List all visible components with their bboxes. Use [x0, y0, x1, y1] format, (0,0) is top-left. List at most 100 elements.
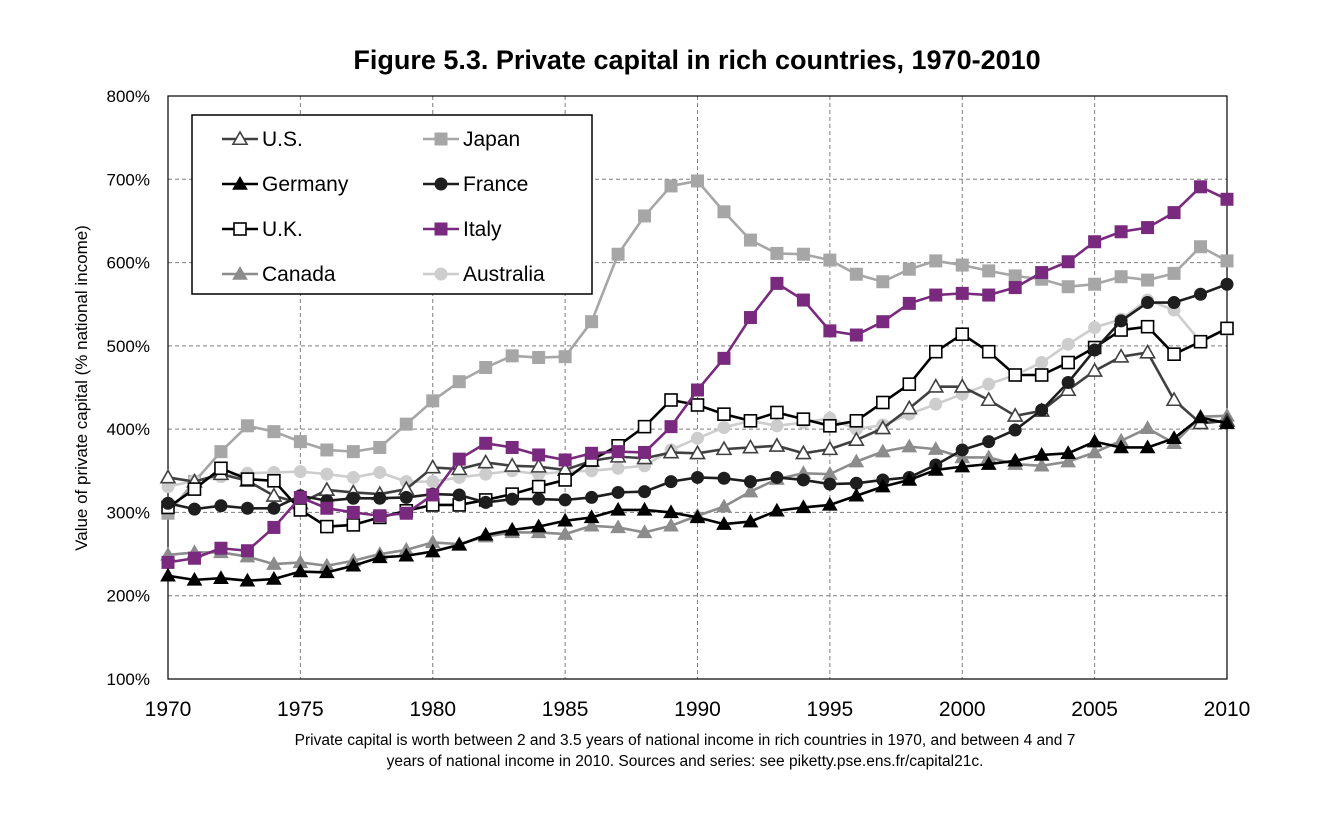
legend-label: Australia [463, 263, 545, 286]
data-point-france [585, 490, 599, 504]
data-point-france [638, 485, 652, 499]
data-point-japan [452, 375, 466, 389]
legend-marker [434, 177, 448, 191]
data-point-u-k [664, 393, 678, 407]
data-point-u-s [159, 468, 177, 484]
data-point-france [267, 501, 281, 515]
data-point-u-k [796, 412, 811, 426]
data-point-france [479, 495, 493, 509]
data-point-u-s [795, 444, 812, 460]
data-point-italy [505, 440, 519, 454]
data-point-italy [955, 286, 969, 300]
data-point-japan [611, 247, 625, 261]
data-point-u-s [689, 444, 706, 460]
data-point-u-s [1139, 343, 1156, 359]
data-point-italy [373, 509, 387, 523]
data-point-u-s [477, 453, 495, 469]
data-point-u-s [1059, 381, 1077, 397]
data-point-france [743, 475, 757, 489]
data-point-australia [320, 467, 334, 481]
data-point-italy [426, 488, 440, 502]
series-u-k [161, 319, 1234, 534]
data-point-japan [902, 262, 916, 276]
data-point-u-k [267, 473, 281, 488]
data-point-japan [1088, 277, 1102, 291]
data-point-germany [266, 571, 282, 585]
data-point-france [664, 475, 678, 489]
data-point-germany [1033, 446, 1050, 461]
data-point-france [1194, 287, 1208, 301]
series-u-s [159, 343, 1236, 510]
data-point-italy [267, 520, 281, 534]
data-point-australia [611, 461, 625, 475]
data-point-germany [689, 509, 706, 524]
legend-item-u-s: U.S. [222, 128, 303, 151]
data-point-italy [161, 555, 175, 569]
data-point-japan [638, 209, 652, 223]
data-point-japan [240, 419, 254, 433]
data-point-japan [1061, 280, 1075, 294]
data-point-germany [1192, 409, 1209, 424]
data-point-france [505, 492, 519, 506]
legend-marker [231, 130, 249, 146]
data-point-u-s [768, 437, 786, 452]
legend-label: France [463, 173, 528, 196]
data-point-u-k [770, 405, 784, 420]
data-point-japan [373, 440, 387, 454]
data-point-u-s [318, 481, 336, 496]
data-point-u-k [849, 414, 864, 428]
series-italy [161, 180, 1234, 569]
data-point-u-k [1140, 319, 1155, 334]
data-point-italy [1194, 180, 1208, 194]
data-point-japan [1141, 273, 1155, 287]
data-point-canada [266, 556, 282, 570]
caption-line-1: Private capital is worth between 2 and 3… [295, 732, 1076, 749]
data-point-france [849, 476, 863, 490]
data-point-u-k [876, 395, 890, 410]
data-point-u-s [662, 443, 680, 459]
legend-item-u-k: U.K. [222, 218, 303, 241]
data-point-italy [1088, 235, 1102, 249]
data-point-canada [1060, 453, 1077, 468]
data-point-france [452, 488, 466, 502]
y-tick-label: 500% [107, 337, 150, 356]
data-point-germany [795, 499, 812, 514]
y-axis-label: Value of private capital (% national inc… [72, 225, 91, 551]
data-point-japan [691, 174, 704, 188]
data-point-france [1167, 296, 1181, 310]
y-tick-label: 200% [107, 587, 150, 606]
data-point-germany [477, 526, 494, 541]
data-point-italy [558, 453, 572, 467]
data-point-france [717, 471, 731, 485]
x-tick-label: 1970 [145, 698, 192, 721]
data-point-germany [1166, 430, 1182, 445]
data-point-australia [1088, 321, 1102, 335]
data-point-germany [504, 521, 521, 536]
y-tick-label: 600% [107, 254, 150, 273]
data-point-japan [585, 315, 599, 329]
data-point-germany [716, 516, 732, 530]
data-point-germany [424, 543, 441, 558]
data-point-france [982, 435, 996, 449]
data-point-japan [823, 253, 837, 267]
data-point-u-k [981, 344, 996, 359]
y-tick-label: 800% [107, 87, 150, 106]
data-point-u-s [424, 458, 442, 474]
data-point-germany [160, 567, 176, 582]
data-point-japan [479, 361, 493, 375]
data-point-germany [927, 461, 944, 476]
data-point-u-k [346, 518, 361, 532]
data-point-italy [1061, 255, 1075, 269]
data-point-canada [1033, 457, 1050, 472]
data-point-canada [610, 519, 626, 534]
data-point-italy [1035, 266, 1049, 280]
data-point-germany [848, 487, 865, 502]
legend-label: Japan [463, 128, 520, 151]
data-point-canada [716, 498, 732, 513]
data-point-germany [742, 513, 759, 528]
data-point-italy [611, 445, 625, 459]
data-point-canada [557, 526, 573, 540]
series-lines [159, 174, 1236, 587]
data-point-france [373, 491, 387, 505]
